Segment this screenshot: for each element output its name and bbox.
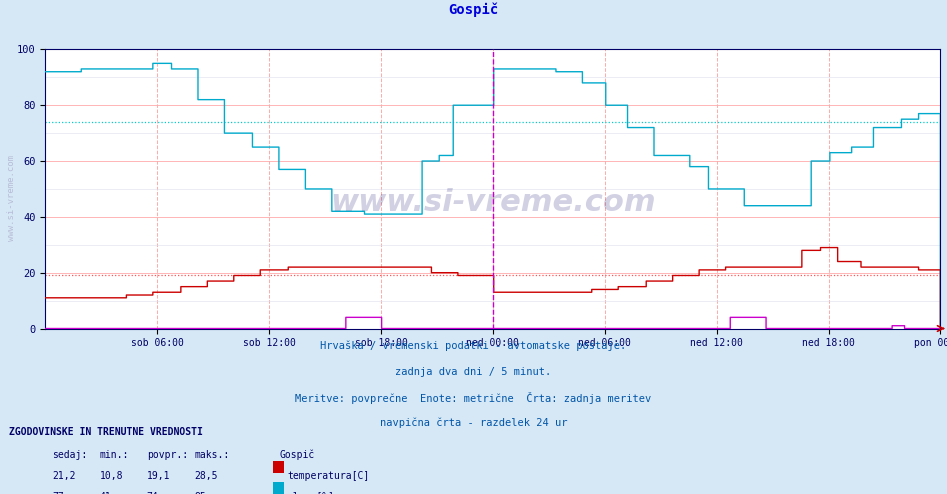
Text: vlaga[%]: vlaga[%] bbox=[288, 492, 335, 494]
Text: 95: 95 bbox=[194, 492, 205, 494]
Text: temperatura[C]: temperatura[C] bbox=[288, 471, 370, 481]
Text: 28,5: 28,5 bbox=[194, 471, 218, 481]
Text: min.:: min.: bbox=[99, 450, 129, 459]
Text: maks.:: maks.: bbox=[194, 450, 229, 459]
Text: navpična črta - razdelek 24 ur: navpična črta - razdelek 24 ur bbox=[380, 418, 567, 428]
Text: 19,1: 19,1 bbox=[147, 471, 170, 481]
Text: zadnja dva dni / 5 minut.: zadnja dva dni / 5 minut. bbox=[396, 367, 551, 376]
Text: 21,2: 21,2 bbox=[52, 471, 76, 481]
Text: Gospič: Gospič bbox=[279, 450, 314, 460]
Text: www.si-vreme.com: www.si-vreme.com bbox=[7, 155, 16, 241]
Text: www.si-vreme.com: www.si-vreme.com bbox=[331, 188, 655, 217]
Text: 74: 74 bbox=[147, 492, 158, 494]
Text: sedaj:: sedaj: bbox=[52, 450, 87, 459]
Text: Meritve: povprečne  Enote: metrične  Črta: zadnja meritev: Meritve: povprečne Enote: metrične Črta:… bbox=[295, 392, 652, 404]
Text: povpr.:: povpr.: bbox=[147, 450, 188, 459]
Text: ZGODOVINSKE IN TRENUTNE VREDNOSTI: ZGODOVINSKE IN TRENUTNE VREDNOSTI bbox=[9, 427, 204, 437]
Text: Hrvaška / vremenski podatki - avtomatske postaje.: Hrvaška / vremenski podatki - avtomatske… bbox=[320, 341, 627, 351]
Text: 41: 41 bbox=[99, 492, 111, 494]
Text: Gospič: Gospič bbox=[448, 3, 499, 17]
Text: 10,8: 10,8 bbox=[99, 471, 123, 481]
Text: 77: 77 bbox=[52, 492, 63, 494]
